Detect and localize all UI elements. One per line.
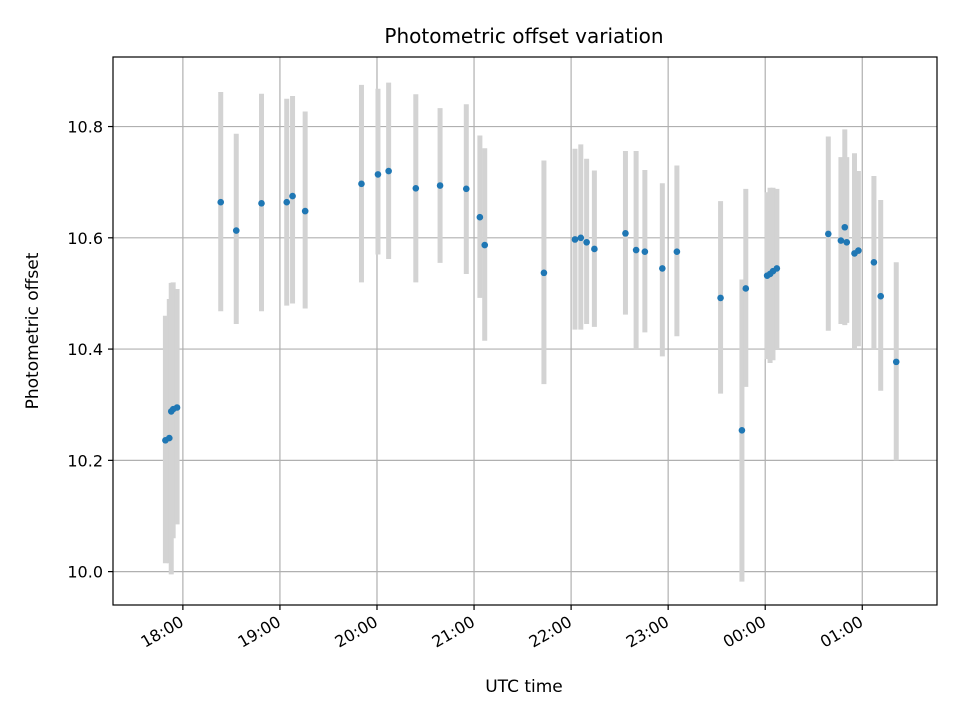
data-point (837, 237, 845, 244)
data-point (843, 238, 851, 246)
plot-frame (112, 56, 938, 606)
y-tick-label: 10.6 (67, 229, 103, 248)
data-point (632, 246, 640, 254)
data-point (870, 258, 878, 266)
data-point (622, 230, 629, 237)
data-point (641, 248, 649, 256)
data-point (571, 236, 579, 243)
data-point (742, 285, 750, 292)
data-point (232, 227, 240, 234)
data-point (283, 198, 291, 206)
data-point (892, 358, 900, 366)
data-point (583, 238, 590, 246)
data-point (540, 269, 548, 277)
data-point (577, 234, 585, 242)
data-point (436, 182, 444, 189)
y-tick-label: 10.0 (67, 563, 103, 582)
data-point (738, 427, 746, 434)
grid-layer (113, 57, 937, 605)
x-axis-label: UTC time (485, 677, 563, 697)
data-point (841, 223, 849, 231)
y-axis-label: Photometric offset (23, 252, 43, 409)
y-tick-label: 10.8 (67, 118, 103, 137)
data-point (173, 404, 181, 411)
data-point (374, 171, 382, 178)
data-point (476, 213, 484, 221)
data-point (165, 434, 173, 442)
data-point (217, 198, 225, 206)
data-point (385, 167, 392, 175)
data-point (258, 200, 265, 207)
data-point (773, 265, 781, 272)
data-point (659, 265, 666, 272)
data-point (877, 292, 885, 300)
chart-title: Photometric offset variation (384, 24, 663, 48)
data-point (673, 248, 681, 256)
data-point (462, 185, 470, 193)
data-point (481, 241, 489, 249)
point-layer (162, 167, 900, 444)
data-point (412, 184, 420, 192)
data-point (301, 207, 309, 215)
y-tick-label: 10.4 (67, 340, 103, 359)
data-point (717, 294, 724, 302)
data-point (591, 245, 598, 253)
data-point (824, 230, 832, 238)
data-point (358, 180, 365, 188)
data-point (289, 192, 296, 200)
y-tick-label: 10.2 (67, 451, 103, 470)
data-point (855, 247, 862, 254)
